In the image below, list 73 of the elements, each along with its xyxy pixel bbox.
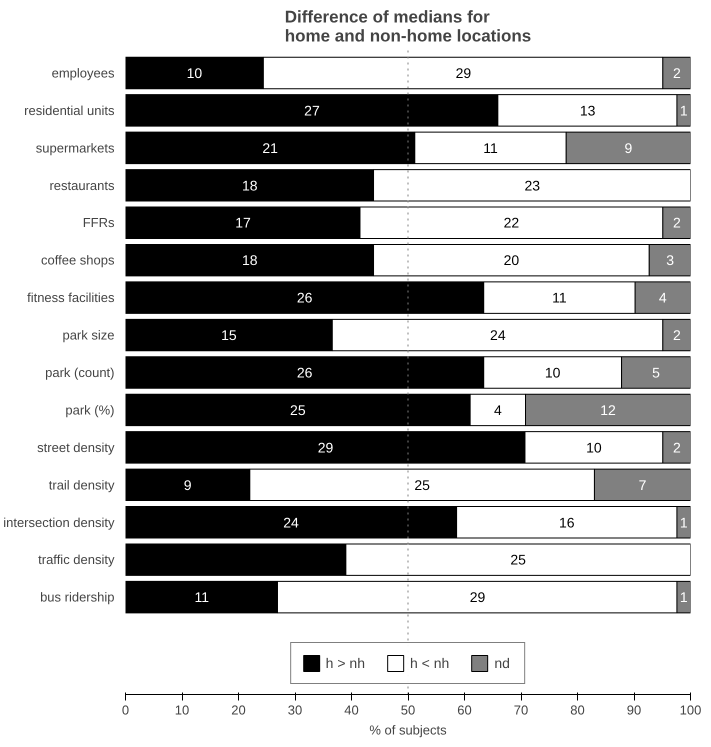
legend-label: h > nh <box>326 655 365 671</box>
annotation: 12 <box>600 402 616 418</box>
x-tick-label: 90 <box>626 702 642 718</box>
x-tick-label: 80 <box>570 702 585 718</box>
y-tick-label: park size <box>62 328 115 343</box>
y-tick-label: FFRs <box>82 215 115 230</box>
annotation: 25 <box>510 552 526 568</box>
annotation: 11 <box>194 589 210 606</box>
annotation: 5 <box>652 364 660 380</box>
annotation: 26 <box>296 364 313 380</box>
annotation: 16 <box>558 514 575 530</box>
annotation: 24 <box>490 327 506 344</box>
annotation: 25 <box>414 476 430 493</box>
annotation: 9 <box>624 140 632 156</box>
annotation: 29 <box>318 439 334 456</box>
annotation: 4 <box>494 402 502 418</box>
annotation: 21 <box>262 140 278 156</box>
annotation: 18 <box>242 252 258 268</box>
x-tick-label: 10 <box>174 702 190 718</box>
y-tick-label: intersection density <box>3 514 115 530</box>
annotation: 26 <box>296 290 313 306</box>
x-tick-label: 100 <box>680 702 702 718</box>
y-tick-label: coffee shops <box>41 252 115 268</box>
annotation: 29 <box>456 64 472 81</box>
annotation: 4 <box>658 290 667 306</box>
x-tick-label: 50 <box>400 702 416 718</box>
annotation: 2 <box>673 327 682 344</box>
annotation: 2 <box>673 214 682 231</box>
y-tick-label: employees <box>52 65 115 80</box>
x-tick-label: 60 <box>457 702 472 718</box>
annotation: 9 <box>184 476 192 493</box>
x-tick-label: 40 <box>344 702 359 718</box>
annotation: 11 <box>483 140 498 156</box>
annotation: 11 <box>552 290 567 306</box>
annotation: 10 <box>586 439 602 456</box>
x-tick-label: 0 <box>122 702 130 718</box>
annotation: 27 <box>304 102 320 118</box>
annotation: 25 <box>290 402 306 418</box>
annotation: 7 <box>638 476 647 493</box>
annotation: 3 <box>666 252 674 268</box>
legend-label: h < nh <box>410 655 450 671</box>
y-tick-label: bus ridership <box>40 590 115 605</box>
annotation: 22 <box>504 214 520 231</box>
annotation: 10 <box>186 64 202 81</box>
y-tick-label: trail density <box>48 477 115 492</box>
annotation: 23 <box>524 177 540 194</box>
annotation: 29 <box>470 589 486 606</box>
y-tick-label: supermarkets <box>36 140 115 156</box>
chart-title: Difference of medians for home and non-home locations <box>284 8 532 46</box>
y-tick-label: park (%) <box>65 402 115 418</box>
legend-label: nd <box>494 655 511 671</box>
annotation: 1 <box>680 102 688 118</box>
annotation: 15 <box>221 327 237 344</box>
y-tick-label: traffic density <box>38 552 115 568</box>
x-tick-label: 70 <box>514 702 528 718</box>
y-tick-label: fitness facilities <box>27 290 115 306</box>
annotation: 17 <box>235 214 252 231</box>
y-tick-label: restaurants <box>49 178 115 193</box>
y-tick-label: street density <box>37 440 115 455</box>
x-tick-label: 20 <box>231 702 246 718</box>
annotation: 2 <box>673 64 682 81</box>
annotation: 1 <box>680 589 688 606</box>
annotation: 18 <box>242 177 258 194</box>
y-tick-label: park (count) <box>45 365 115 380</box>
x-tick-label: 30 <box>288 702 302 718</box>
annotation: 2 <box>673 439 682 456</box>
annotation: 10 <box>544 364 561 380</box>
annotation: 13 <box>580 102 596 118</box>
y-tick-label: residential units <box>24 102 115 118</box>
annotation: 24 <box>283 514 300 530</box>
annotation: 20 <box>504 252 520 268</box>
annotation: 1 <box>680 514 688 530</box>
x-axis-title: % of subjects <box>369 722 448 738</box>
